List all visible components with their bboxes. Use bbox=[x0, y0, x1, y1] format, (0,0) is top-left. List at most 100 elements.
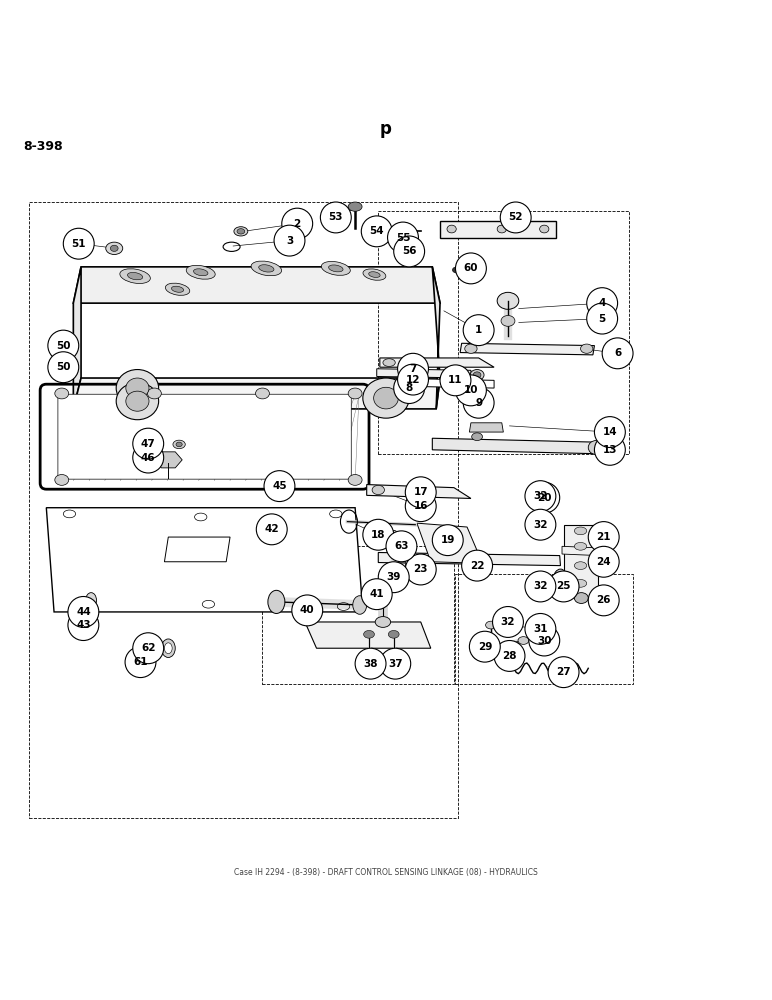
Text: 45: 45 bbox=[273, 481, 286, 491]
Polygon shape bbox=[73, 267, 81, 409]
Circle shape bbox=[398, 364, 428, 395]
Text: 31: 31 bbox=[533, 624, 547, 634]
Text: 41: 41 bbox=[370, 589, 384, 599]
Text: 4: 4 bbox=[598, 298, 606, 308]
Ellipse shape bbox=[127, 272, 143, 280]
Text: 10: 10 bbox=[464, 385, 478, 395]
Ellipse shape bbox=[473, 372, 481, 378]
Circle shape bbox=[469, 631, 500, 662]
Ellipse shape bbox=[52, 356, 69, 378]
Polygon shape bbox=[378, 552, 560, 566]
Polygon shape bbox=[377, 369, 471, 378]
Text: 62: 62 bbox=[141, 643, 155, 653]
Ellipse shape bbox=[363, 378, 409, 418]
Circle shape bbox=[455, 253, 486, 284]
Polygon shape bbox=[154, 452, 182, 468]
Ellipse shape bbox=[171, 286, 184, 292]
Ellipse shape bbox=[173, 440, 185, 449]
Circle shape bbox=[529, 482, 560, 513]
Ellipse shape bbox=[256, 388, 269, 399]
Ellipse shape bbox=[465, 344, 477, 353]
Polygon shape bbox=[564, 525, 598, 596]
FancyBboxPatch shape bbox=[58, 394, 351, 479]
Text: 50: 50 bbox=[56, 362, 70, 372]
Text: 50: 50 bbox=[56, 341, 70, 351]
Ellipse shape bbox=[194, 269, 208, 276]
Text: 8-398: 8-398 bbox=[23, 140, 63, 153]
Ellipse shape bbox=[581, 344, 593, 353]
Ellipse shape bbox=[460, 380, 474, 391]
Circle shape bbox=[355, 648, 386, 679]
Ellipse shape bbox=[405, 556, 416, 570]
Polygon shape bbox=[432, 438, 594, 454]
Polygon shape bbox=[380, 358, 494, 367]
Ellipse shape bbox=[405, 246, 414, 252]
Text: 52: 52 bbox=[509, 212, 523, 222]
Ellipse shape bbox=[375, 581, 391, 592]
Ellipse shape bbox=[126, 391, 149, 411]
Ellipse shape bbox=[447, 225, 456, 233]
Text: 32: 32 bbox=[533, 581, 547, 591]
Circle shape bbox=[256, 514, 287, 545]
Circle shape bbox=[48, 330, 79, 361]
Ellipse shape bbox=[528, 576, 540, 586]
Ellipse shape bbox=[540, 225, 549, 233]
Ellipse shape bbox=[518, 637, 529, 644]
Ellipse shape bbox=[251, 261, 282, 276]
Circle shape bbox=[405, 491, 436, 522]
Ellipse shape bbox=[574, 527, 587, 535]
Circle shape bbox=[455, 375, 486, 406]
Ellipse shape bbox=[116, 370, 158, 407]
Ellipse shape bbox=[501, 315, 515, 326]
Ellipse shape bbox=[383, 359, 395, 366]
Text: 55: 55 bbox=[396, 233, 410, 243]
Circle shape bbox=[292, 595, 323, 626]
Text: 18: 18 bbox=[371, 530, 385, 540]
Text: 19: 19 bbox=[441, 535, 455, 545]
Circle shape bbox=[386, 531, 417, 562]
Polygon shape bbox=[460, 343, 594, 355]
Ellipse shape bbox=[55, 388, 69, 399]
Text: 23: 23 bbox=[414, 564, 428, 574]
Ellipse shape bbox=[497, 292, 519, 309]
Ellipse shape bbox=[329, 265, 343, 272]
Ellipse shape bbox=[574, 580, 587, 587]
Ellipse shape bbox=[388, 630, 399, 638]
Ellipse shape bbox=[574, 542, 587, 550]
Ellipse shape bbox=[147, 388, 161, 399]
Circle shape bbox=[463, 315, 494, 346]
Text: 53: 53 bbox=[329, 212, 343, 222]
Polygon shape bbox=[562, 546, 598, 556]
Ellipse shape bbox=[186, 265, 215, 279]
Circle shape bbox=[529, 625, 560, 656]
Ellipse shape bbox=[364, 630, 374, 638]
Ellipse shape bbox=[388, 227, 399, 235]
Ellipse shape bbox=[52, 335, 69, 356]
Ellipse shape bbox=[176, 442, 182, 447]
Ellipse shape bbox=[237, 229, 245, 234]
Ellipse shape bbox=[532, 488, 546, 499]
Ellipse shape bbox=[374, 387, 398, 409]
Circle shape bbox=[587, 288, 618, 319]
Text: 20: 20 bbox=[537, 493, 551, 503]
Text: 24: 24 bbox=[597, 557, 611, 567]
Ellipse shape bbox=[259, 265, 274, 272]
Text: 1: 1 bbox=[475, 325, 482, 335]
Text: 12: 12 bbox=[406, 375, 420, 385]
Circle shape bbox=[587, 303, 618, 334]
Ellipse shape bbox=[369, 272, 380, 277]
Circle shape bbox=[525, 481, 556, 512]
Ellipse shape bbox=[116, 383, 158, 420]
Circle shape bbox=[398, 353, 428, 384]
Circle shape bbox=[361, 216, 392, 247]
Text: 25: 25 bbox=[557, 581, 571, 591]
Text: 39: 39 bbox=[387, 572, 401, 582]
Polygon shape bbox=[73, 378, 440, 409]
Circle shape bbox=[133, 633, 164, 664]
Ellipse shape bbox=[574, 593, 588, 603]
Ellipse shape bbox=[486, 621, 496, 629]
Ellipse shape bbox=[348, 475, 362, 485]
Polygon shape bbox=[432, 267, 440, 409]
Text: 32: 32 bbox=[533, 520, 547, 530]
Text: 27: 27 bbox=[557, 667, 571, 677]
